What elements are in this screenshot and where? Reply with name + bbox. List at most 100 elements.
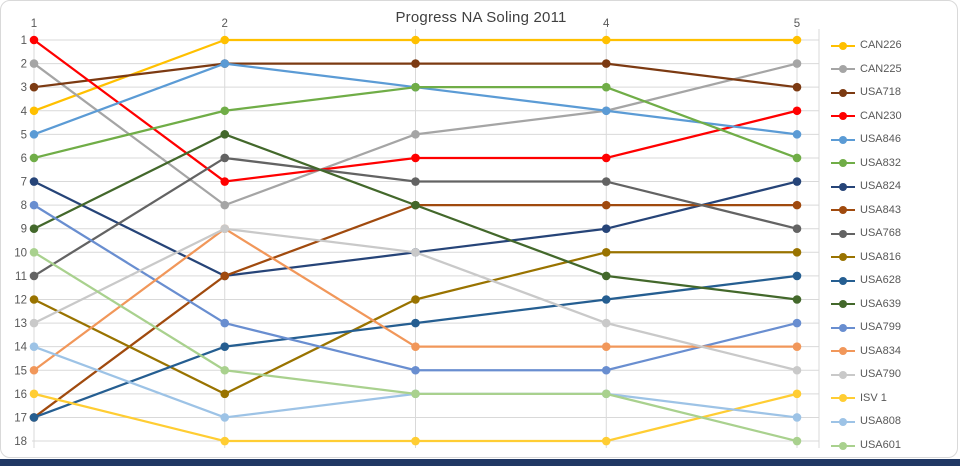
data-point-USA834 xyxy=(792,342,802,351)
data-point-USA639 xyxy=(411,200,420,210)
legend-marker-icon xyxy=(831,229,855,238)
data-point-USA601 xyxy=(792,436,802,446)
data-point-USA768 xyxy=(792,224,802,234)
data-point-CAN226 xyxy=(792,35,802,45)
data-point-USA628 xyxy=(411,318,420,328)
data-point-USA824 xyxy=(29,177,39,186)
data-point-USA843 xyxy=(601,200,611,210)
legend-label: USA718 xyxy=(860,86,901,99)
legend-item-USA799: USA799 xyxy=(831,319,901,335)
legend-item-USA846: USA846 xyxy=(831,131,901,147)
legend-marker-icon xyxy=(831,370,855,379)
legend-marker-icon xyxy=(831,182,855,191)
legend-marker-icon xyxy=(831,299,855,309)
y-axis-tick-label: 13 xyxy=(14,318,27,330)
legend-item-USA601: USA601 xyxy=(831,437,901,453)
data-point-USA601 xyxy=(29,248,39,257)
data-point-USA816 xyxy=(29,295,39,304)
legend-marker-icon xyxy=(831,417,855,426)
y-axis-tick-label: 6 xyxy=(21,153,27,165)
data-point-CAN225 xyxy=(220,200,230,210)
data-point-USA832 xyxy=(220,106,230,116)
data-point-CAN225 xyxy=(29,59,39,68)
data-point-USA816 xyxy=(411,295,420,304)
data-point-USA843 xyxy=(792,200,802,210)
y-axis-tick-label: 14 xyxy=(14,342,27,354)
data-point-USA639 xyxy=(792,295,802,304)
data-point-USA843 xyxy=(220,271,230,281)
data-point-USA832 xyxy=(601,82,611,92)
y-axis-tick-label: 17 xyxy=(14,412,27,424)
data-point-USA628 xyxy=(29,413,39,422)
y-axis-tick-label: 15 xyxy=(14,365,27,377)
legend-label: USA799 xyxy=(860,321,901,334)
data-point-CAN230 xyxy=(411,153,420,163)
data-point-ISV1 xyxy=(411,436,420,446)
data-point-USA601 xyxy=(601,389,611,399)
legend-item-USA628: USA628 xyxy=(831,272,901,288)
data-point-USA834 xyxy=(411,342,420,351)
data-point-USA718 xyxy=(411,59,420,68)
data-point-USA768 xyxy=(411,177,420,186)
data-point-USA639 xyxy=(29,224,39,234)
legend-marker-icon xyxy=(831,41,855,50)
legend-label: USA846 xyxy=(860,133,901,146)
legend-marker-dot xyxy=(839,300,847,309)
y-axis-tick-label: 4 xyxy=(21,106,28,118)
legend-label: USA601 xyxy=(860,439,901,451)
legend-item-CAN230: CAN230 xyxy=(831,108,902,124)
legend-marker-dot xyxy=(839,394,847,403)
data-point-CAN225 xyxy=(411,130,420,139)
data-point-USA816 xyxy=(792,248,802,257)
legend-marker-dot xyxy=(839,159,847,168)
data-point-USA768 xyxy=(601,177,611,186)
data-point-USA846 xyxy=(29,130,39,139)
data-point-USA808 xyxy=(792,413,802,422)
data-point-USA601 xyxy=(411,389,420,399)
legend-label: ISV 1 xyxy=(860,391,887,404)
legend-label: USA768 xyxy=(860,227,901,240)
x-axis-tick-label: 4 xyxy=(603,18,610,30)
legend-marker-dot xyxy=(839,88,847,97)
data-point-CAN230 xyxy=(792,106,802,116)
data-point-USA790 xyxy=(411,248,420,257)
data-point-USA808 xyxy=(220,413,230,422)
data-point-USA846 xyxy=(220,59,230,68)
legend-item-ISV1: ISV 1 xyxy=(831,390,887,406)
data-point-USA790 xyxy=(29,318,39,328)
legend-marker-dot xyxy=(839,135,847,144)
legend-item-USA768: USA768 xyxy=(831,225,901,241)
legend-marker-dot xyxy=(839,323,847,332)
data-point-USA628 xyxy=(792,271,802,281)
x-axis-tick-label: 2 xyxy=(222,18,228,30)
data-point-CAN230 xyxy=(601,153,611,163)
legend-marker-icon xyxy=(831,205,855,215)
legend-marker-icon xyxy=(831,158,855,168)
legend-marker-icon xyxy=(831,252,855,262)
legend-label: CAN226 xyxy=(860,39,902,51)
data-point-CAN226 xyxy=(29,106,39,116)
legend-marker-dot xyxy=(839,417,847,426)
data-point-USA832 xyxy=(792,153,802,163)
legend-label: USA628 xyxy=(860,274,901,287)
y-axis-tick-label: 2 xyxy=(21,59,27,71)
data-point-USA628 xyxy=(601,295,611,304)
legend-label: CAN230 xyxy=(860,109,902,122)
data-point-USA846 xyxy=(792,130,802,139)
data-point-USA790 xyxy=(792,365,802,375)
legend-marker-dot xyxy=(839,276,847,285)
legend-label: USA639 xyxy=(860,297,901,310)
window-bottom-edge xyxy=(0,459,960,466)
legend-marker-icon xyxy=(831,323,855,332)
legend-label: USA832 xyxy=(860,156,901,169)
legend-marker-icon xyxy=(831,346,855,356)
data-point-USA799 xyxy=(411,365,420,375)
legend-item-USA834: USA834 xyxy=(831,343,901,359)
data-point-USA832 xyxy=(411,82,420,92)
legend-item-USA824: USA824 xyxy=(831,178,901,194)
y-axis-tick-label: 3 xyxy=(21,82,27,94)
data-point-USA799 xyxy=(220,318,230,328)
data-point-USA639 xyxy=(601,271,611,281)
